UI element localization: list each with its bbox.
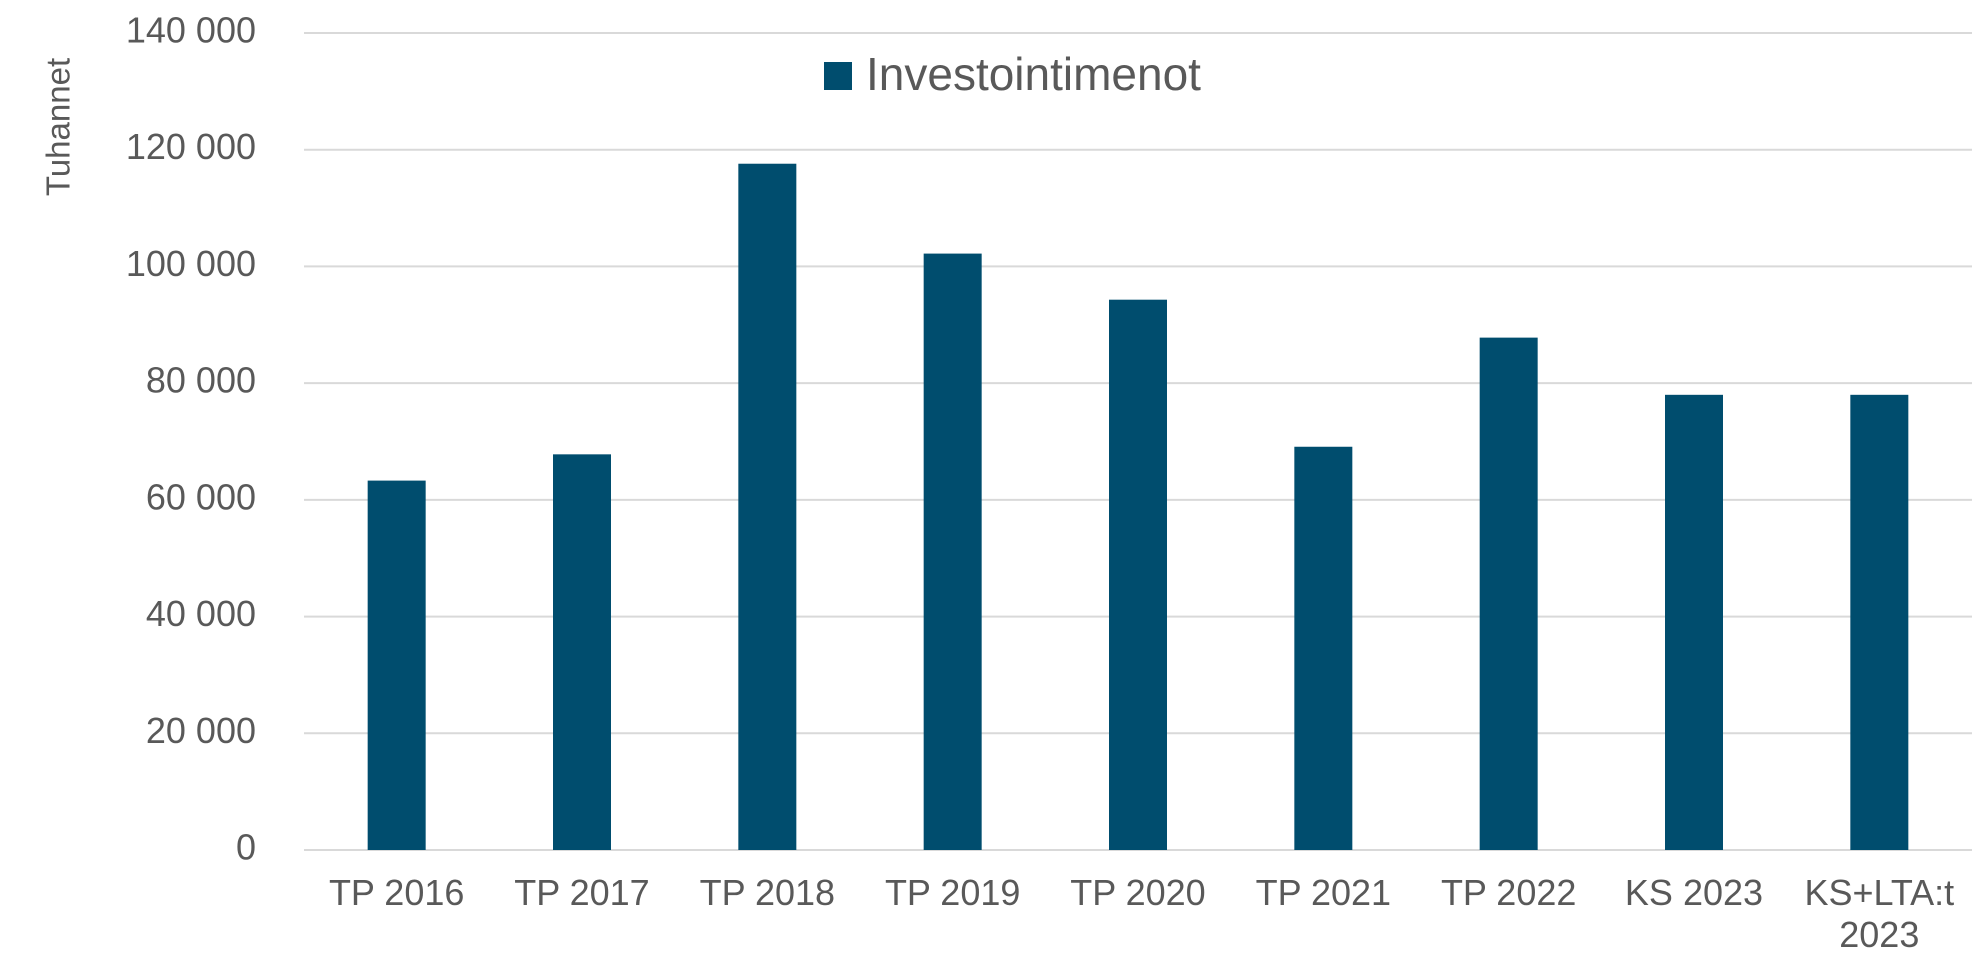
x-tick-label: TP 2019 xyxy=(884,872,1021,913)
bar xyxy=(1294,446,1353,850)
x-tick-label: TP 2016 xyxy=(328,872,465,913)
bar xyxy=(923,253,982,851)
y-tick-label: 20 000 xyxy=(146,710,256,751)
bar xyxy=(1850,394,1909,850)
x-tick-label: TP 2021 xyxy=(1255,872,1392,913)
x-tick-label: KS+LTA:t 2023 xyxy=(1804,872,1955,955)
x-tick-label: KS 2023 xyxy=(1624,872,1764,913)
bar xyxy=(1479,337,1538,851)
x-tick-label: TP 2018 xyxy=(699,872,836,913)
y-tick-label: 140 000 xyxy=(126,10,256,51)
bar xyxy=(738,163,797,851)
y-tick-label: 0 xyxy=(236,827,256,868)
bar xyxy=(1109,299,1167,850)
y-tick-label: 120 000 xyxy=(126,126,256,167)
bar xyxy=(553,454,611,850)
y-axis-title: Tuhannet xyxy=(40,58,77,196)
x-tick-label: TP 2022 xyxy=(1440,872,1577,913)
y-tick-label: 100 000 xyxy=(126,243,256,284)
x-tick-label: TP 2020 xyxy=(1070,872,1206,913)
bar xyxy=(1665,394,1723,850)
y-tick-label: 40 000 xyxy=(146,593,256,634)
bar xyxy=(367,480,426,850)
legend-label: Investointimenot xyxy=(866,48,1201,100)
legend-swatch xyxy=(824,62,852,90)
x-tick-label: TP 2017 xyxy=(514,872,650,913)
y-tick-label: 80 000 xyxy=(146,360,256,401)
y-tick-label: 60 000 xyxy=(146,476,256,517)
